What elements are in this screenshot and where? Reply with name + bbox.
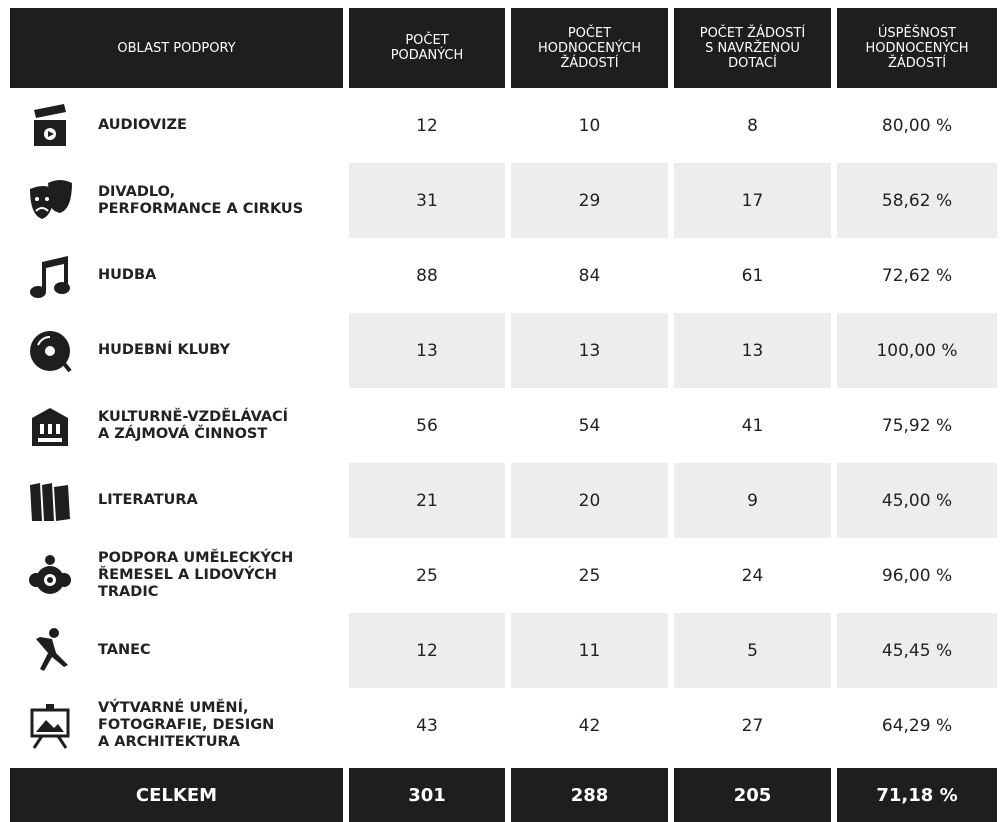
column-header: OBLAST PODPORY <box>10 8 343 88</box>
table-row: DIVADLO, PERFORMANCE A CIRKUS 31 29 17 58,62… <box>10 163 997 238</box>
column-header: POČET HODNOCENÝCH ŽÁDOSTÍ <box>511 8 668 88</box>
area: DIVADLO, PERFORMANCE A CIRKUS <box>10 175 343 227</box>
area-cell: DIVADLO, PERFORMANCE A CIRKUS <box>10 163 343 238</box>
column-header: POČET ŽÁDOSTÍ S NAVRŽENOU DOTACÍ <box>674 8 831 88</box>
value-cell: 25 <box>578 565 601 586</box>
table-row: AUDIOVIZE 12 10 8 80,00 % <box>10 88 997 163</box>
column-header: ÚSPĚŠNOST HODNOCENÝCH ŽÁDOSTÍ <box>837 8 997 88</box>
column-header: POČET PODANÝCH <box>349 8 505 88</box>
value-cell: 12 <box>349 613 505 688</box>
area: TANEC <box>10 625 343 677</box>
table-row: HUDEBNÍ KLUBY 13 13 13 100,00 % <box>10 313 997 388</box>
value-cell: 61 <box>741 265 764 286</box>
area-name: AUDIOVIZE <box>98 117 187 133</box>
value-cell: 84 <box>578 265 601 286</box>
area-icon <box>32 407 68 446</box>
total-label: CELKEM <box>10 763 343 822</box>
area-icon <box>30 482 70 521</box>
value-cell: 20 <box>511 463 668 538</box>
value-cell: 45,00 % <box>837 463 997 538</box>
value-cell: 21 <box>349 463 505 538</box>
area-icon <box>30 330 72 372</box>
value-cell: 96,00 % <box>881 565 953 586</box>
value-cell: 88 <box>416 265 438 286</box>
area-icon <box>30 703 70 749</box>
area-cell: HUDBA <box>10 238 343 313</box>
area-cell: LITERATURA <box>10 463 343 538</box>
area-name: PODPORA UMĚLECKÝCH ŘEMESEL A LIDOVÝCH TR… <box>98 550 294 600</box>
footer-row: CELKEM 301 288 205 71,18 % <box>10 763 997 822</box>
value-cell: 25 <box>416 565 438 586</box>
area: KULTURNĚ-VZDĚLÁVACÍ A ZÁJMOVÁ ČINNOST <box>10 400 343 452</box>
area-name: HUDEBNÍ KLUBY <box>98 342 230 358</box>
value-cell: 43 <box>416 715 438 736</box>
value-cell: 8 <box>747 115 758 136</box>
total-cell: 205 <box>674 763 831 822</box>
value-cell: 41 <box>741 415 764 436</box>
value-cell: 17 <box>674 163 831 238</box>
area-cell: TANEC <box>10 613 343 688</box>
value-cell: 24 <box>741 565 764 586</box>
value-cell: 31 <box>349 163 505 238</box>
value-cell: 5 <box>674 613 831 688</box>
area-name: KULTURNĚ-VZDĚLÁVACÍ A ZÁJMOVÁ ČINNOST <box>98 408 289 442</box>
table-row: PODPORA UMĚLECKÝCH ŘEMESEL A LIDOVÝCH TR… <box>10 538 997 613</box>
table: OBLAST PODPORY POČET PODANÝCH POČET HODNOC… <box>4 8 1003 822</box>
value-cell: 80,00 % <box>881 115 953 136</box>
area-name: HUDBA <box>98 267 157 283</box>
area: PODPORA UMĚLECKÝCH ŘEMESEL A LIDOVÝCH TR… <box>10 550 343 602</box>
total-cell: 71,18 % <box>837 763 997 822</box>
value-cell: 29 <box>511 163 668 238</box>
area-name: TANEC <box>98 642 151 658</box>
area: LITERATURA <box>10 475 343 527</box>
value-cell: 64,29 % <box>881 715 953 736</box>
value-cell: 10 <box>578 115 601 136</box>
value-cell: 13 <box>674 313 831 388</box>
header-row: OBLAST PODPORY POČET PODANÝCH POČET HODNOC… <box>10 8 997 88</box>
area-name: VÝTVARNÉ UMĚNÍ, FOTOGRAFIE, DESIGN A ARC… <box>98 700 275 750</box>
area: AUDIOVIZE <box>10 100 343 152</box>
area-cell: KULTURNĚ-VZDĚLÁVACÍ A ZÁJMOVÁ ČINNOST <box>10 388 343 463</box>
value-cell: 12 <box>416 115 438 136</box>
value-cell: 100,00 % <box>837 313 997 388</box>
area-icon <box>29 554 71 594</box>
total-cell: 301 <box>349 763 505 822</box>
area: VÝTVARNÉ UMĚNÍ, FOTOGRAFIE, DESIGN A ARC… <box>10 700 343 752</box>
area-name: LITERATURA <box>98 492 198 508</box>
table-row: VÝTVARNÉ UMĚNÍ, FOTOGRAFIE, DESIGN A ARC… <box>10 688 997 763</box>
area-icon <box>30 255 70 298</box>
area: HUDEBNÍ KLUBY <box>10 325 343 377</box>
area-name: DIVADLO, PERFORMANCE A CIRKUS <box>98 183 304 217</box>
value-cell: 13 <box>349 313 505 388</box>
value-cell: 42 <box>578 715 601 736</box>
table-row: TANEC 12 11 5 45,45 % <box>10 613 997 688</box>
table-body: AUDIOVIZE 12 10 8 80,00 % DIVADLO, PERFORMANC… <box>10 88 997 763</box>
total-cell: 288 <box>511 763 668 822</box>
area-cell: PODPORA UMĚLECKÝCH ŘEMESEL A LIDOVÝCH TR… <box>10 538 343 613</box>
area-cell: AUDIOVIZE <box>10 88 343 163</box>
table-row: KULTURNĚ-VZDĚLÁVACÍ A ZÁJMOVÁ ČINNOST 56 5… <box>10 388 997 463</box>
area-cell: HUDEBNÍ KLUBY <box>10 313 343 388</box>
value-cell: 56 <box>416 415 438 436</box>
area-icon <box>36 627 68 671</box>
table-row: LITERATURA 21 20 9 45,00 % <box>10 463 997 538</box>
value-cell: 75,92 % <box>881 415 953 436</box>
value-cell: 9 <box>674 463 831 538</box>
value-cell: 54 <box>578 415 601 436</box>
value-cell: 13 <box>511 313 668 388</box>
value-cell: 27 <box>741 715 764 736</box>
area-icon <box>30 179 72 219</box>
value-cell: 58,62 % <box>837 163 997 238</box>
value-cell: 72,62 % <box>881 265 953 286</box>
value-cell: 45,45 % <box>837 613 997 688</box>
area-icon <box>34 103 66 146</box>
area: HUDBA <box>10 250 343 302</box>
value-cell: 11 <box>511 613 668 688</box>
table-row: HUDBA 88 84 61 72,62 % <box>10 238 997 313</box>
area-cell: VÝTVARNÉ UMĚNÍ, FOTOGRAFIE, DESIGN A ARC… <box>10 688 343 763</box>
